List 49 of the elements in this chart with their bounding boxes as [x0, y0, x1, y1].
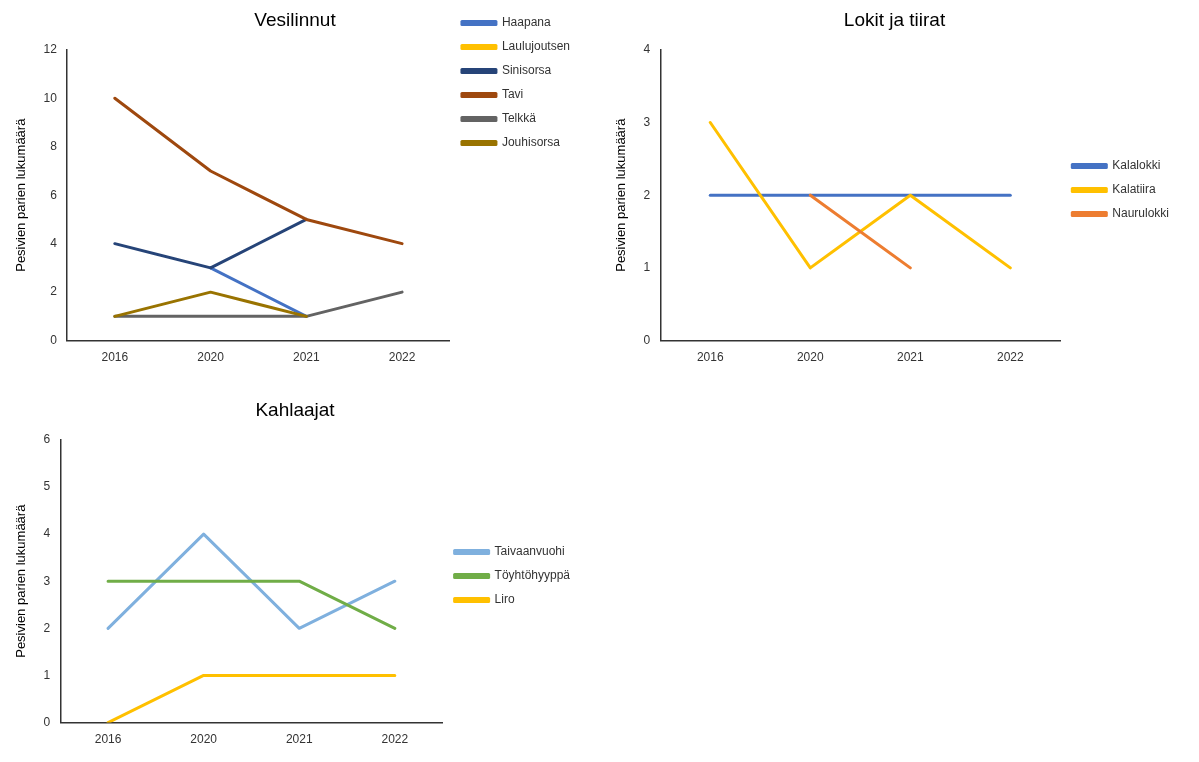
legend-label: Telkkä	[501, 111, 537, 126]
x-tick-label: 2016	[94, 732, 122, 747]
x-tick-label: 2016	[101, 350, 129, 365]
legend-label: Liro	[494, 592, 515, 607]
y-axis-title: Pesivien parien lukumäärä	[13, 117, 29, 272]
y-tick-label: 8	[50, 139, 58, 154]
chart-title: Vesilinnut	[254, 8, 337, 30]
y-tick-label: 0	[643, 332, 651, 347]
chart-title: Kahlaajat	[255, 398, 336, 420]
legend-label: Töyhtöhyyppä	[494, 568, 571, 583]
y-tick-label: 1	[643, 260, 651, 275]
legend-label: Tavi	[501, 87, 524, 102]
y-tick-label: 6	[50, 187, 58, 202]
y-tick-label: 6	[43, 432, 51, 447]
y-tick-label: 12	[43, 42, 58, 57]
x-tick-label: 2016	[696, 350, 724, 365]
y-tick-label: 2	[50, 284, 58, 299]
legend-label: Haapana	[501, 15, 551, 30]
y-tick-label: 5	[43, 479, 51, 494]
x-tick-label: 2020	[796, 350, 824, 365]
y-tick-label: 3	[43, 573, 51, 588]
x-tick-label: 2022	[996, 350, 1024, 365]
y-tick-label: 3	[643, 114, 651, 129]
legend-label: Kalalokki	[1112, 158, 1161, 173]
y-tick-label: 4	[643, 42, 651, 57]
x-tick-label: 2021	[292, 350, 320, 365]
x-tick-label: 2022	[388, 350, 416, 365]
y-tick-label: 1	[43, 667, 51, 682]
x-tick-label: 2022	[381, 732, 409, 747]
y-tick-label: 10	[43, 90, 58, 105]
y-tick-label: 0	[50, 332, 58, 347]
x-tick-label: 2020	[197, 350, 225, 365]
x-tick-label: 2020	[190, 732, 218, 747]
legend-label: Jouhisorsa	[501, 135, 561, 150]
y-tick-label: 2	[43, 620, 51, 635]
x-tick-label: 2021	[285, 732, 313, 747]
legend-label: Kalatiira	[1112, 182, 1156, 197]
y-tick-label: 2	[643, 187, 651, 202]
y-tick-label: 0	[43, 714, 51, 729]
y-tick-label: 4	[43, 526, 51, 541]
y-axis-title: Pesivien parien lukumäärä	[613, 117, 629, 272]
x-tick-label: 2021	[896, 350, 924, 365]
legend-label: Naurulokki	[1112, 206, 1170, 221]
legend-label: Taivaanvuohi	[494, 544, 565, 559]
y-axis-title: Pesivien parien lukumäärä	[13, 503, 29, 658]
legend-label: Laulujoutsen	[501, 39, 571, 54]
legend-label: Sinisorsa	[501, 63, 552, 78]
chart-title: Lokit ja tiirat	[843, 8, 946, 30]
y-tick-label: 4	[50, 235, 58, 250]
